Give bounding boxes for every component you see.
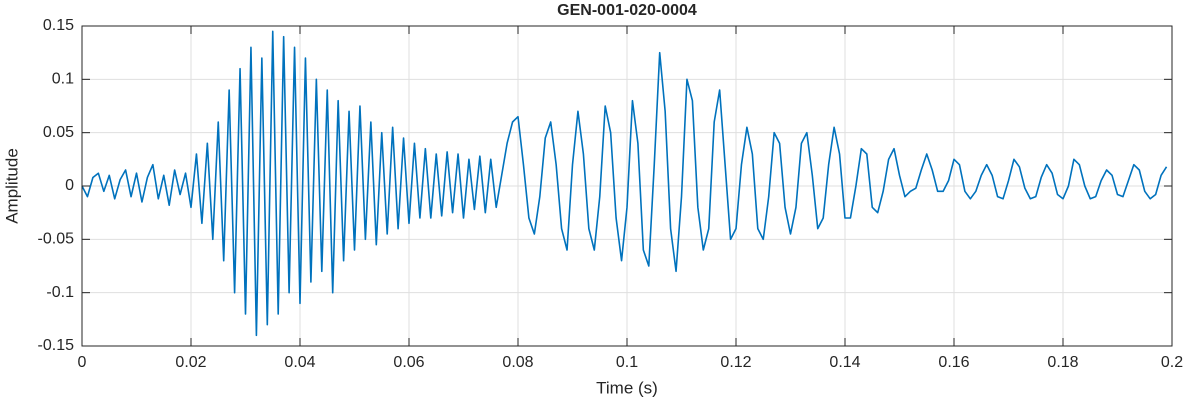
y-axis-label: Amplitude	[2, 148, 21, 224]
y-tick-label: 0.1	[52, 71, 74, 88]
x-tick-label: 0.2	[1161, 354, 1183, 371]
x-tick-label: 0.02	[175, 354, 206, 371]
x-tick-label: 0.04	[284, 354, 315, 371]
y-tick-label: 0.05	[43, 124, 74, 141]
x-tick-label: 0.16	[938, 354, 969, 371]
y-tick-label: -0.15	[38, 337, 75, 354]
x-axis-label: Time (s)	[596, 378, 658, 397]
waveform-line	[81, 30, 1168, 337]
x-tick-label: 0.18	[1047, 354, 1078, 371]
chart-title: GEN-001-020-0004	[557, 2, 697, 19]
x-tick-label: 0	[78, 354, 87, 371]
x-tick-label: 0.14	[829, 354, 860, 371]
y-tick-label: 0.15	[43, 17, 74, 34]
x-tick-label: 0.06	[393, 354, 424, 371]
x-tick-label: 0.08	[502, 354, 533, 371]
y-tick-label: -0.05	[38, 231, 75, 248]
y-tick-label: -0.1	[46, 284, 74, 301]
x-tick-label: 0.1	[616, 354, 638, 371]
y-tick-label: 0	[65, 177, 74, 194]
x-tick-label: 0.12	[720, 354, 751, 371]
